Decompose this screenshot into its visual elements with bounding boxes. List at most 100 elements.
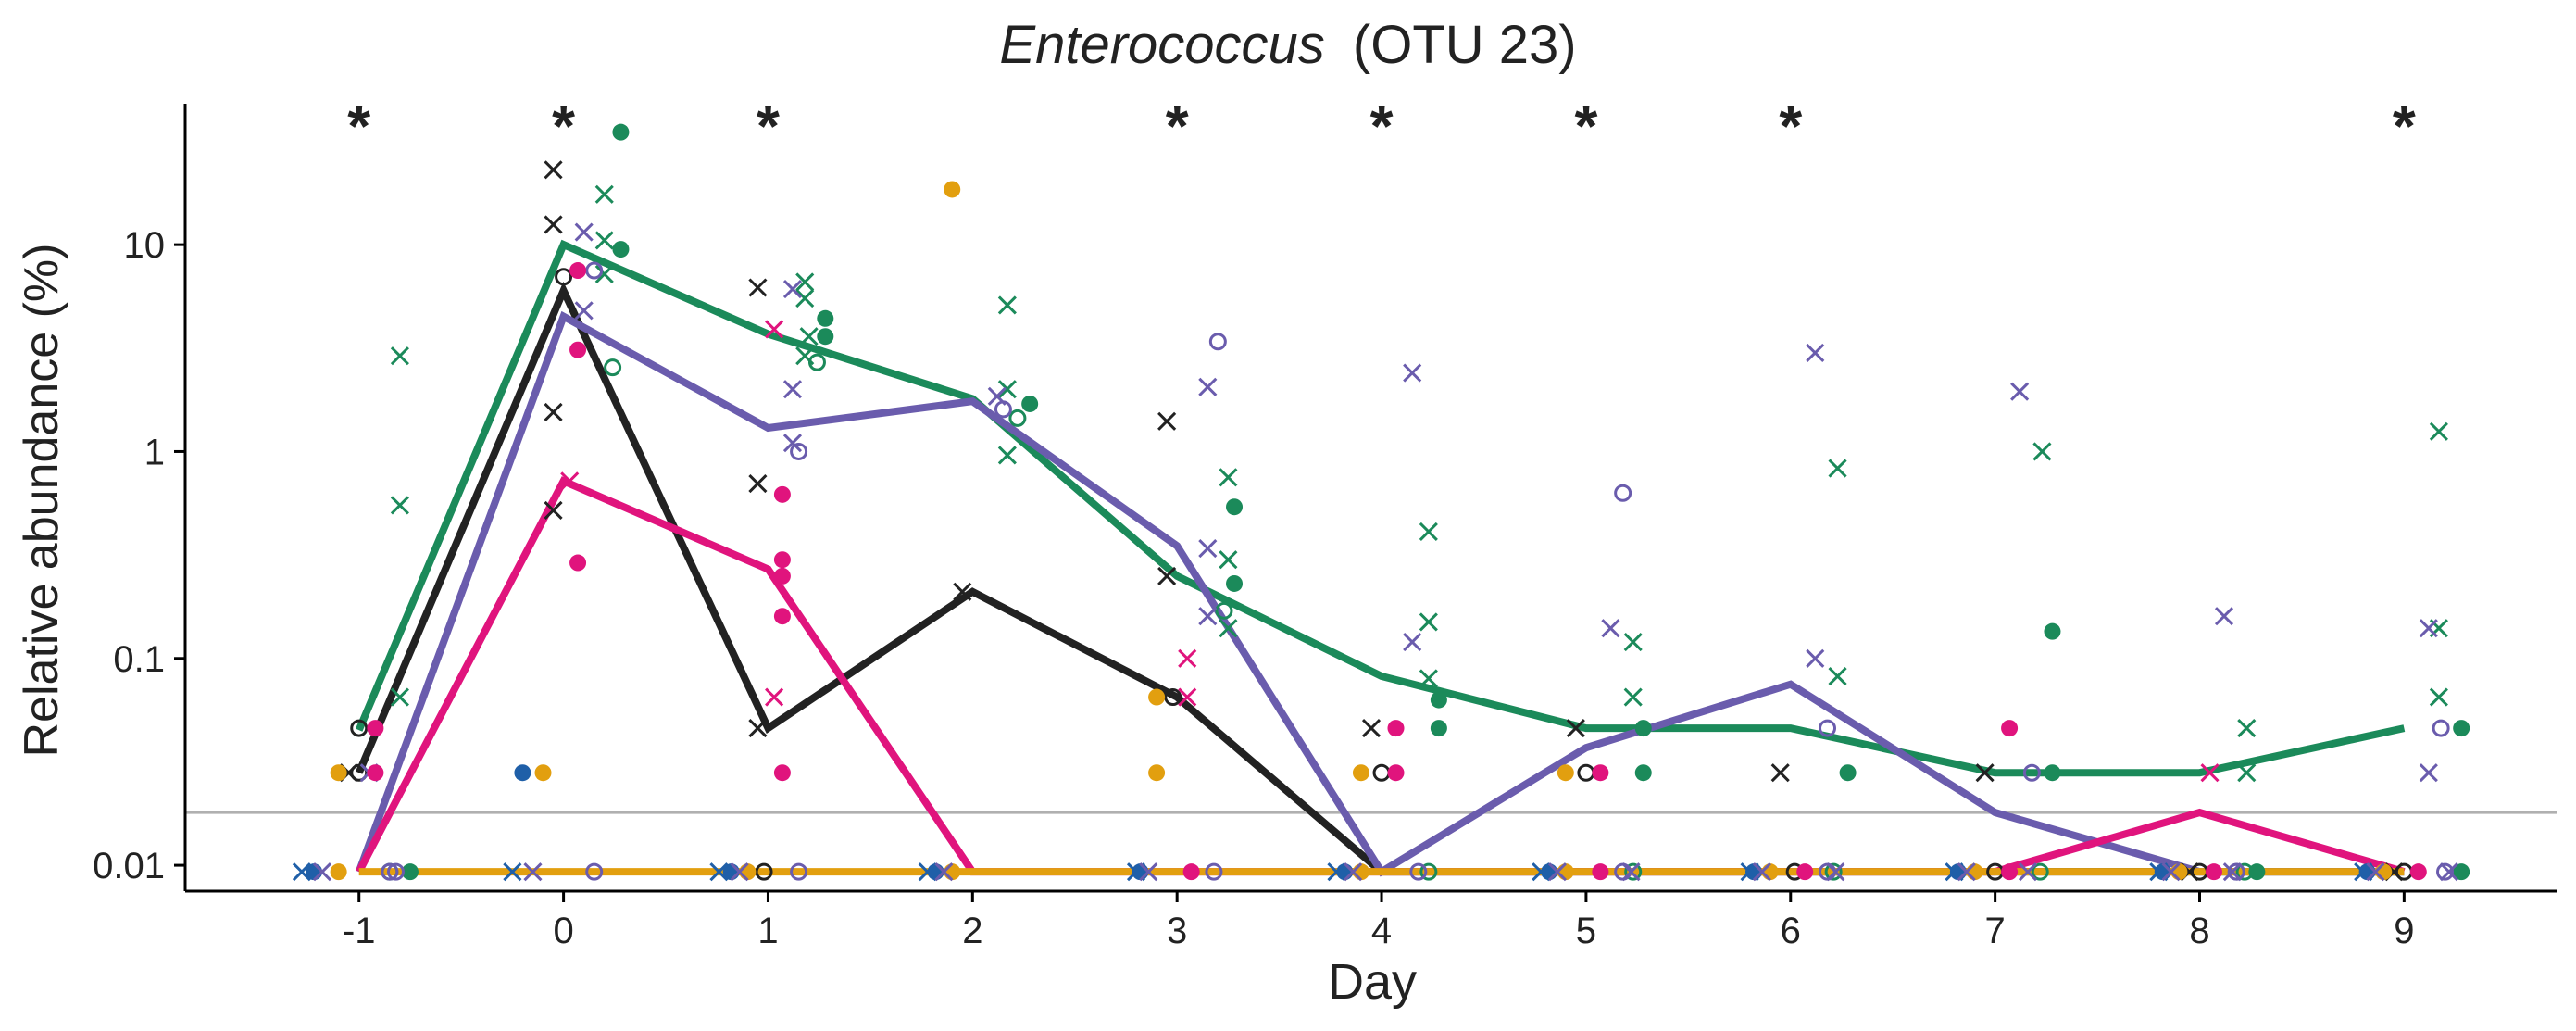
point-cross-stroke [2419,619,2438,638]
point-cross-stroke [1547,862,1568,882]
point-cross [709,862,729,882]
point-cross [748,278,768,297]
point-dot [773,567,791,585]
point-cross [1975,763,1995,783]
point-cross [997,380,1017,399]
point-cross [1806,648,1825,668]
point-cross [997,295,1017,315]
point-cross-stroke [782,434,803,453]
point-circle [1614,862,1632,881]
point-cross [1547,862,1568,882]
point-cross [1828,666,1847,686]
point-dot [1387,720,1405,737]
point-cross [1327,862,1346,882]
point-cross [544,160,563,180]
point-cross-stroke [953,582,972,601]
point-circle [1614,484,1632,502]
point-cross-stroke [390,346,409,366]
point-dot [1148,764,1166,782]
significance-star: * [1779,93,1802,159]
point-dot [1839,764,1857,782]
point-cross-stroke [997,446,1017,465]
point-cross [2439,862,2459,882]
point-circle [1205,862,1223,881]
point-cross-stroke [2010,382,2030,401]
point-cross [2214,607,2234,626]
point-cross [1178,687,1197,707]
series-line [356,239,2406,777]
x-tick-label: 4 [1371,911,1392,951]
point-cross-stroke [2161,862,2181,882]
point-cross [799,327,819,346]
point-cross [1419,612,1438,632]
point-cross-stroke [2237,719,2257,738]
point-cross-stroke [918,862,937,882]
point-circle [1409,862,1428,881]
point-dot [1557,863,1574,881]
point-dot [1387,764,1405,782]
point-cross-stroke [523,862,543,882]
significance-star: * [1166,93,1189,159]
point-dot [817,309,834,327]
point-dot [1182,863,1200,881]
point-dot [1021,395,1039,412]
point-dot [569,554,587,572]
point-cross [782,434,803,453]
significance-star: * [347,93,370,159]
x-tick-label: 0 [553,911,573,951]
point-cross [748,719,768,738]
point-cross-stroke [594,184,614,204]
point-circle [2227,862,2245,881]
point-cross-stroke [1344,862,1363,882]
point-cross-stroke [1139,862,1158,882]
point-cross-stroke [765,687,784,707]
point-cross [594,184,614,204]
point-cross [1198,377,1218,396]
point-circle [994,400,1012,419]
point-cross [748,473,768,494]
point-cross-stroke [748,473,768,494]
point-cross [1219,550,1238,570]
point-cross [2237,719,2257,738]
point-cross-stroke [1403,633,1422,652]
point-circle [386,862,405,881]
point-cross [765,687,784,707]
point-cross [1403,633,1422,652]
point-cross-stroke [795,346,815,366]
point-dot [944,863,961,881]
point-cross-stroke [312,862,332,882]
point-dot [1352,863,1369,881]
y-tick-label: 0.01 [93,846,165,886]
x-tick-label: 1 [757,911,778,951]
point-dot [1430,720,1447,737]
point-cross [1601,619,1620,638]
point-dot [2170,863,2188,881]
x-tick-label: 3 [1167,911,1187,951]
significance-star: * [552,93,575,159]
point-cross-stroke [1178,687,1197,707]
point-cross-stroke [709,862,729,882]
point-cross [2010,382,2030,401]
significance-star: * [757,93,780,159]
x-tick-label: 7 [1985,911,2006,951]
point-dot [2001,720,2019,737]
point-cross [1157,566,1177,585]
point-cross [934,862,954,882]
point-cross-stroke [2419,763,2438,783]
point-dot [569,341,587,358]
y-tick-label: 10 [124,225,166,266]
point-cross [1532,862,1551,882]
point-cross-stroke [782,280,803,299]
point-circle [1819,862,1837,881]
point-circle [1215,601,1233,620]
point-dot [1796,863,1814,881]
point-cross [1361,719,1382,738]
point-cross-stroke [1361,719,1382,738]
point-cross [1344,862,1363,882]
point-circle [807,353,826,371]
point-cross-stroke [544,500,563,520]
point-cross-stroke [1419,522,1438,541]
point-cross [2429,421,2448,441]
point-cross-stroke [1806,648,1825,668]
point-dot [367,720,384,737]
